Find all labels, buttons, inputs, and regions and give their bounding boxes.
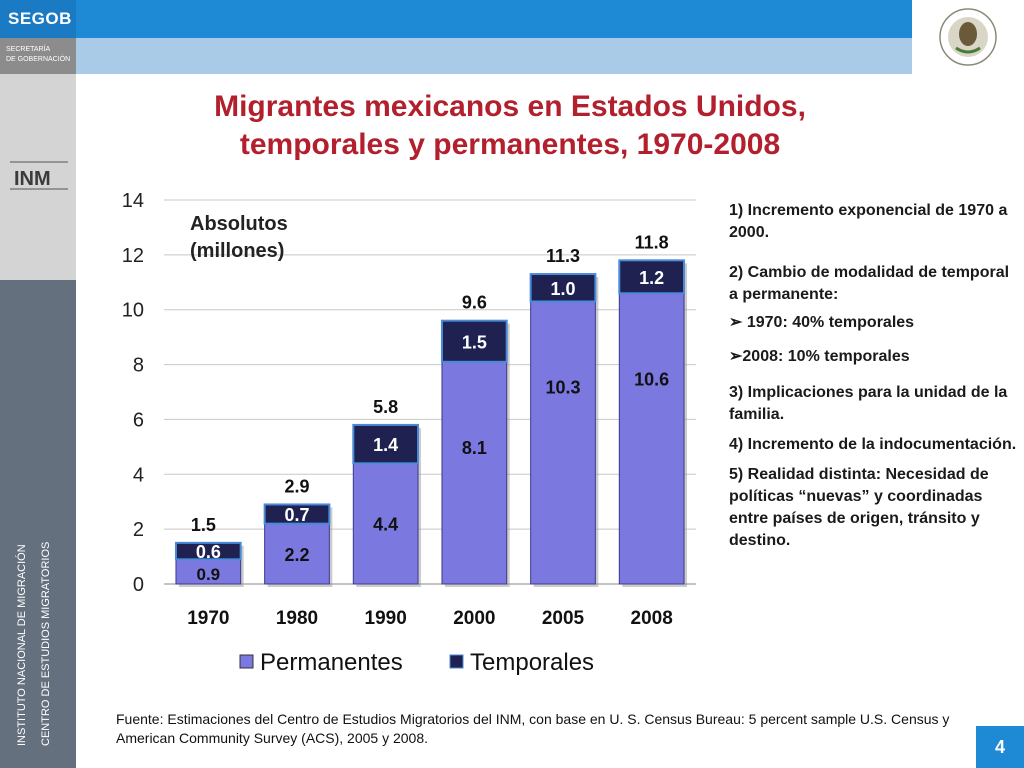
data-label-temporales: 1.0 bbox=[550, 279, 575, 299]
x-tick-label: 1980 bbox=[276, 608, 318, 629]
sidebar-bottom bbox=[0, 280, 76, 768]
note-1: 1) Incremento exponencial de 1970 a 2000… bbox=[729, 202, 1008, 241]
slide-title: Migrantes mexicanos en Estados Unidos, t… bbox=[90, 88, 930, 164]
title-line1: Migrantes mexicanos en Estados Unidos, bbox=[214, 90, 806, 123]
data-label-total: 2.9 bbox=[284, 476, 309, 496]
secretaria-line2: DE GOBERNACIÓN bbox=[6, 56, 71, 63]
plot-area bbox=[164, 200, 696, 584]
note-bullet-1-text: 1970: 40% temporales bbox=[746, 314, 915, 331]
header-bar bbox=[0, 0, 912, 38]
header-subbar bbox=[76, 38, 912, 74]
note-4: 4) Incremento de la indocumentación. bbox=[729, 436, 1017, 453]
bar-permanentes bbox=[352, 462, 419, 585]
segob-logo: SEGOB bbox=[0, 0, 76, 38]
y-tick-label: 12 bbox=[122, 245, 144, 267]
vertical-cem-text: CENTRO DE ESTUDIOS MIGRATORIOS bbox=[40, 541, 52, 746]
segob-logo-text: SEGOB bbox=[8, 9, 72, 28]
chart-annotation-line1: Absolutos bbox=[190, 213, 288, 235]
y-tick-label: 6 bbox=[133, 409, 144, 431]
note-bullet-1: ➢ 1970: 40% temporales bbox=[729, 312, 1019, 334]
y-tick-label: 4 bbox=[133, 464, 144, 486]
arrow-bullet-icon: ➢ bbox=[729, 314, 747, 331]
data-label-permanentes: 10.6 bbox=[634, 369, 669, 389]
x-tick-label: 2000 bbox=[453, 608, 495, 629]
x-tick-label: 1990 bbox=[365, 608, 407, 629]
bar-temporales bbox=[618, 259, 686, 295]
y-tick-label: 8 bbox=[133, 355, 144, 377]
note-5: 5) Realidad distinta: Necesidad de polít… bbox=[729, 466, 989, 549]
data-label-permanentes: 4.4 bbox=[373, 515, 398, 535]
stacked-bar-chart: 0 2 4 6 8 10 12 14 Absolutos (millones) 0.9 0.6 1.5 1… bbox=[122, 190, 696, 676]
bar-temporales bbox=[440, 319, 508, 363]
note-bullet-2-text: 2008: 10% temporales bbox=[742, 348, 910, 365]
data-label-permanentes: 0.9 bbox=[197, 565, 221, 584]
note-bullet-2: ➢2008: 10% temporales bbox=[729, 346, 1019, 368]
data-label-temporales: 1.2 bbox=[639, 268, 664, 288]
data-label-total: 11.3 bbox=[546, 246, 580, 266]
data-label-total: 9.6 bbox=[462, 293, 487, 313]
mexico-seal bbox=[912, 0, 1024, 74]
sidebar-top bbox=[0, 74, 76, 280]
data-label-total: 1.5 bbox=[191, 515, 216, 535]
data-label-temporales: 1.5 bbox=[462, 332, 487, 352]
notes-panel: 1) Incremento exponencial de 1970 a 2000… bbox=[729, 200, 1019, 552]
data-label-permanentes: 10.3 bbox=[545, 377, 580, 397]
bar-temporales bbox=[174, 541, 242, 561]
y-tick-label: 0 bbox=[133, 574, 144, 596]
bar-temporales bbox=[529, 273, 597, 303]
svg-text:INM: INM bbox=[14, 168, 51, 190]
data-label-temporales: 0.7 bbox=[284, 505, 309, 525]
page-number: 4 bbox=[976, 726, 1024, 768]
source-footnote: Fuente: Estimaciones del Centro de Estud… bbox=[116, 711, 950, 746]
title-line2: temporales y permanentes, 1970-2008 bbox=[239, 128, 781, 161]
secretaria-label: SECRETARÍA DE GOBERNACIÓN bbox=[0, 38, 76, 74]
seal-icon bbox=[939, 8, 997, 66]
vertical-inm-text: INSTITUTO NACIONAL DE MIGRACIÓN bbox=[16, 544, 28, 746]
arrow-bullet-icon: ➢ bbox=[729, 348, 743, 365]
data-label-permanentes: 8.1 bbox=[462, 438, 487, 458]
y-tick-label: 14 bbox=[122, 190, 144, 212]
bar-temporales bbox=[352, 423, 420, 465]
x-tick-label: 2008 bbox=[631, 608, 673, 629]
data-label-temporales: 1.4 bbox=[373, 435, 398, 455]
y-tick-label: 2 bbox=[133, 519, 144, 541]
x-tick-label: 2005 bbox=[542, 608, 585, 629]
data-label-temporales: 0.6 bbox=[196, 542, 221, 562]
note-3: 3) Implicaciones para la unidad de la fa… bbox=[729, 384, 1008, 423]
legend-swatch-permanentes bbox=[239, 654, 254, 669]
legend-swatch-temporales bbox=[449, 654, 464, 669]
bar-permanentes bbox=[618, 292, 685, 585]
legend-label-permanentes: Permanentes bbox=[260, 649, 403, 676]
bar-permanentes bbox=[530, 300, 596, 585]
y-tick-label: 10 bbox=[122, 300, 144, 322]
data-label-permanentes: 2.2 bbox=[284, 545, 309, 565]
bar-permanentes bbox=[264, 523, 330, 585]
inm-logo: INM bbox=[6, 155, 72, 197]
secretaria-line1: SECRETARÍA bbox=[6, 46, 51, 53]
data-label-total: 5.8 bbox=[373, 397, 398, 417]
x-tick-label: 1970 bbox=[187, 608, 229, 629]
chart-annotation-line2: (millones) bbox=[190, 240, 284, 262]
bar-permanentes bbox=[175, 558, 242, 585]
note-2: 2) Cambio de modalidad de temporal a per… bbox=[729, 264, 1010, 303]
bar-permanentes bbox=[441, 361, 508, 585]
bar-temporales bbox=[263, 503, 331, 525]
data-label-total: 11.8 bbox=[635, 232, 669, 252]
legend-label-temporales: Temporales bbox=[470, 649, 594, 676]
